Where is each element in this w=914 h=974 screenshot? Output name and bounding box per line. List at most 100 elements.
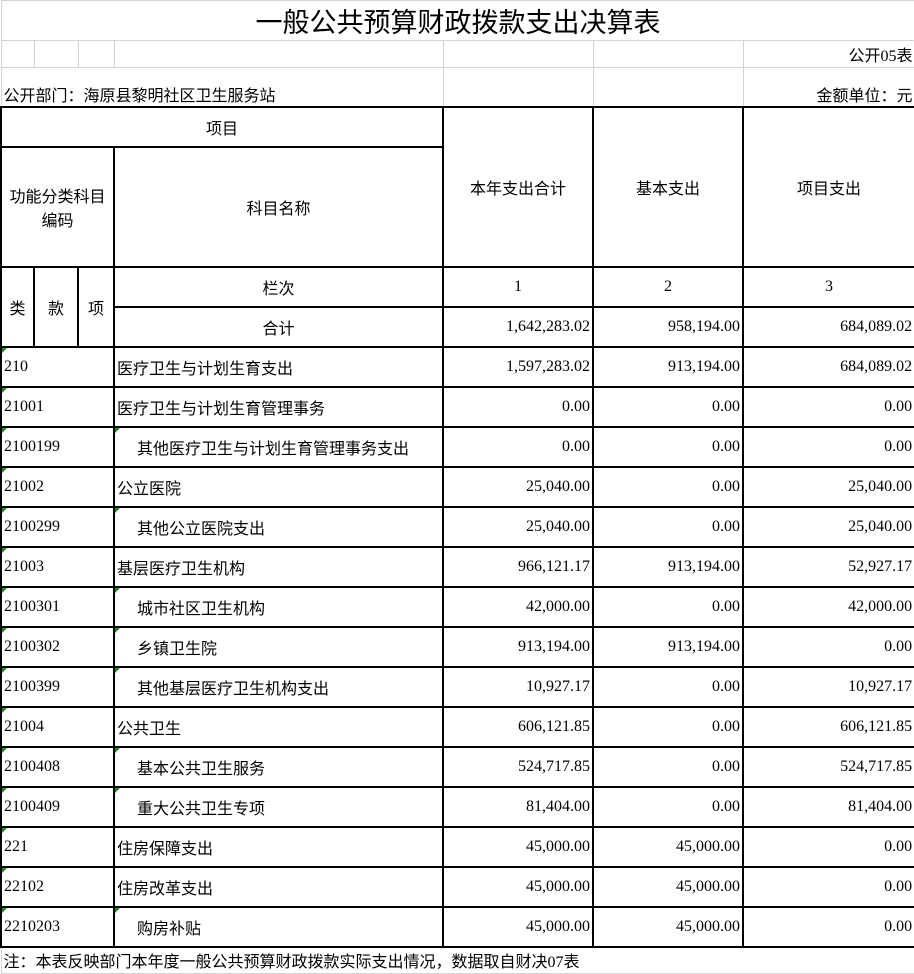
total-amount: 25,040.00 [442,505,594,548]
project-amount: 0.00 [741,425,914,468]
project-amount: 0.00 [741,865,914,908]
subject-code: 2100302 [0,625,115,668]
table-row: 21001 医疗卫生与计划生育管理事务 0.00 0.00 0.00 [0,385,914,428]
table-number: 公开05表 [742,40,914,68]
subject-code: 2100399 [0,665,115,708]
project-amount: 42,000.00 [741,585,914,628]
sum-total: 1,642,283.02 [442,305,594,348]
sum-label: 合计 [113,305,444,348]
project-amount: 0.00 [741,625,914,668]
total-amount: 913,194.00 [442,625,594,668]
basic-amount: 45,000.00 [592,905,744,948]
project-amount: 10,927.17 [741,665,914,708]
total-amount: 524,717.85 [442,745,594,788]
column-index-3: 3 [741,265,914,308]
subject-code: 21002 [0,465,115,508]
basic-amount: 45,000.00 [592,825,744,868]
total-amount: 81,404.00 [442,785,594,828]
table-row: 2100399 其他基层医疗卫生机构支出 10,927.17 0.00 10,927.1… [0,665,914,708]
total-amount: 45,000.00 [442,865,594,908]
total-amount: 42,000.00 [442,585,594,628]
subject-code: 22102 [0,865,115,908]
basic-amount: 913,194.00 [592,545,744,588]
total-amount: 1,597,283.02 [442,345,594,388]
table-row: 221 住房保障支出 45,000.00 45,000.00 0.00 [0,825,914,868]
page-title: 一般公共预算财政拨款支出决算表 [0,0,914,41]
subject-name: 其他医疗卫生与计划生育管理事务支出 [113,425,444,468]
subject-code: 210 [0,345,115,388]
subject-code: 2100299 [0,505,115,548]
subject-code: 2100409 [0,785,115,828]
basic-amount: 0.00 [592,465,744,508]
table-row: 21002 公立医院 25,040.00 0.00 25,040.00 [0,465,914,508]
basic-amount: 913,194.00 [592,625,744,668]
subject-name: 重大公共卫生专项 [113,785,444,828]
subject-name: 乡镇卫生院 [113,625,444,668]
subject-code: 21004 [0,705,115,748]
subject-name: 住房改革支出 [113,865,444,908]
header-basic: 基本支出 [592,105,744,268]
basic-amount: 0.00 [592,745,744,788]
table-row: 2100301 城市社区卫生机构 42,000.00 0.00 42,000.00 [0,585,914,628]
header-project: 项目支出 [741,105,914,268]
subject-code: 221 [0,825,115,868]
header-total: 本年支出合计 [442,105,594,268]
footnote: 注：本表反映部门本年度一般公共预算财政拨款实际支出情况，数据取自财决07表 [0,946,914,974]
total-amount: 606,121.85 [442,705,594,748]
table-row: 2100302 乡镇卫生院 913,194.00 913,194.00 0.00 [0,625,914,668]
total-amount: 25,040.00 [442,465,594,508]
basic-amount: 0.00 [592,505,744,548]
project-amount: 81,404.00 [741,785,914,828]
basic-amount: 0.00 [592,665,744,708]
subject-name: 城市社区卫生机构 [113,585,444,628]
total-amount: 0.00 [442,425,594,468]
table-row: 21004 公共卫生 606,121.85 0.00 606,121.85 [0,705,914,748]
subject-code: 2100199 [0,425,115,468]
sum-basic: 958,194.00 [592,305,744,348]
table-row: 210 医疗卫生与计划生育支出 1,597,283.02 913,194.00 684,… [0,345,914,388]
table-row: 21003 基层医疗卫生机构 966,121.17 913,194.00 52,927.… [0,545,914,588]
project-amount: 0.00 [741,385,914,428]
table-row: 2100199 其他医疗卫生与计划生育管理事务支出 0.00 0.00 0.00 [0,425,914,468]
table-row: 2100408 基本公共卫生服务 524,717.85 0.00 524,717.85 [0,745,914,788]
project-amount: 0.00 [741,905,914,948]
project-amount: 52,927.17 [741,545,914,588]
subject-code: 21003 [0,545,115,588]
project-amount: 25,040.00 [741,465,914,508]
table-row: 2100409 重大公共卫生专项 81,404.00 0.00 81,404.00 [0,785,914,828]
subject-name: 医疗卫生与计划生育支出 [113,345,444,388]
department-label: 公开部门：海原县黎明社区卫生服务站 [0,67,444,107]
basic-amount: 0.00 [592,785,744,828]
total-amount: 10,927.17 [442,665,594,708]
subject-name: 其他公立医院支出 [113,505,444,548]
column-index-2: 2 [592,265,744,308]
subject-name: 基层医疗卫生机构 [113,545,444,588]
subject-code: 2100408 [0,745,115,788]
subject-code: 21001 [0,385,115,428]
header-kuan: 款 [33,265,79,348]
subject-name: 公立医院 [113,465,444,508]
sum-row: 合计 1,642,283.02 958,194.00 684,089.02 [1,305,914,348]
table-row: 2210203 购房补贴 45,000.00 45,000.00 0.00 [0,905,914,948]
basic-amount: 0.00 [592,385,744,428]
basic-amount: 0.00 [592,425,744,468]
basic-amount: 913,194.00 [592,345,744,388]
project-amount: 524,717.85 [741,745,914,788]
subject-name: 住房保障支出 [113,825,444,868]
total-amount: 966,121.17 [442,545,594,588]
project-amount: 0.00 [741,825,914,868]
subject-name: 购房补贴 [113,905,444,948]
project-amount: 606,121.85 [741,705,914,748]
subject-code: 2100301 [0,585,115,628]
total-amount: 0.00 [442,385,594,428]
total-amount: 45,000.00 [442,905,594,948]
table-row: 22102 住房改革支出 45,000.00 45,000.00 0.00 [0,865,914,908]
header-lei: 类 [0,265,35,348]
header-code: 功能分类科目编码 [0,145,115,268]
subject-name: 其他基层医疗卫生机构支出 [113,665,444,708]
header-name: 科目名称 [113,145,444,268]
subject-name: 医疗卫生与计划生育管理事务 [113,385,444,428]
sum-project: 684,089.02 [741,305,914,348]
basic-amount: 0.00 [592,585,744,628]
subject-name: 基本公共卫生服务 [113,745,444,788]
